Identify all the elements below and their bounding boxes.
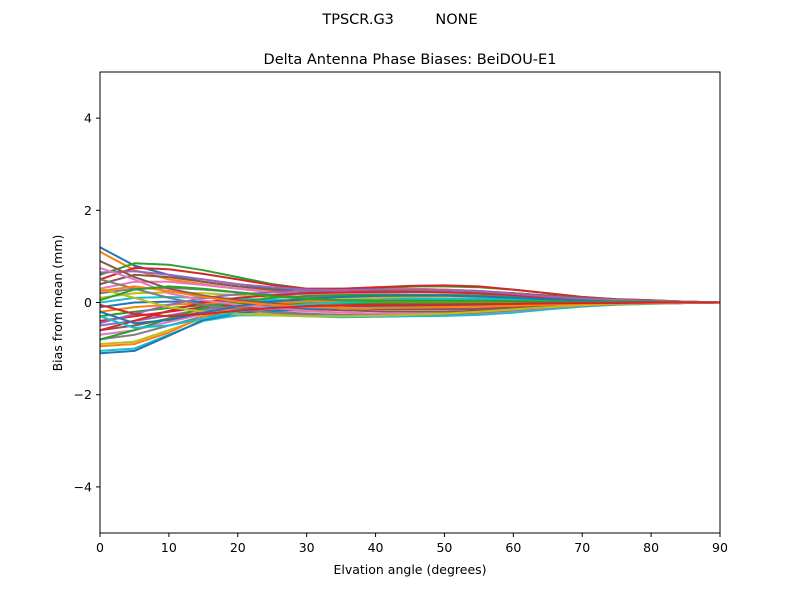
x-tick-label: 90 — [712, 540, 728, 555]
y-axis-label: Bias from mean (mm) — [50, 235, 65, 372]
x-tick-label: 50 — [436, 540, 452, 555]
figure-suptitle: TPSCR.G3 NONE — [321, 12, 477, 28]
x-tick-label: 30 — [299, 540, 315, 555]
y-axis: −4 −2 0 2 4 — [74, 111, 100, 494]
x-axis: 0 10 20 30 40 50 60 70 80 90 — [96, 533, 728, 555]
y-tick-label: −2 — [74, 387, 92, 402]
x-tick-label: 40 — [368, 540, 384, 555]
x-tick-label: 60 — [505, 540, 521, 555]
x-tick-label: 20 — [230, 540, 246, 555]
y-tick-label: 2 — [84, 203, 92, 218]
y-tick-label: 4 — [84, 111, 92, 126]
x-tick-label: 0 — [96, 540, 104, 555]
series-line — [100, 301, 720, 318]
x-axis-label: Elvation angle (degrees) — [333, 562, 486, 577]
plot-frame — [99, 71, 721, 534]
plot-lines — [100, 246, 720, 355]
x-tick-label: 70 — [574, 540, 590, 555]
x-tick-label: 80 — [643, 540, 659, 555]
x-tick-label: 10 — [161, 540, 177, 555]
y-tick-label: 0 — [84, 295, 92, 310]
chart-title: Delta Antenna Phase Biases: BeiDOU-E1 — [264, 52, 557, 68]
y-tick-label: −4 — [74, 479, 92, 494]
